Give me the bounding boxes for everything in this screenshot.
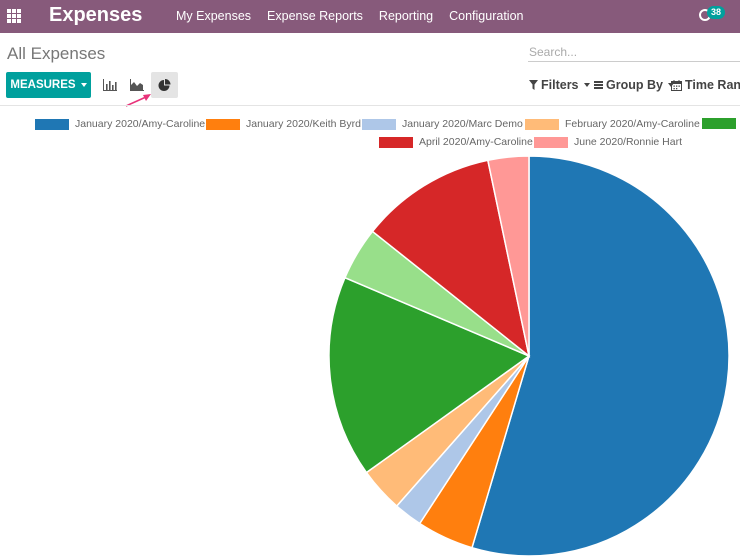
chart-legend: January 2020/Amy-Caroline January 2020/K… (0, 114, 740, 154)
legend-swatch (206, 118, 240, 130)
legend-label: June 2020/Ronnie Hart (574, 136, 682, 148)
caret-down-icon (583, 83, 590, 87)
legend-swatch (702, 118, 736, 129)
line-chart-view-button[interactable] (123, 72, 150, 98)
funnel-icon (529, 80, 538, 90)
legend-item[interactable]: January 2020/Keith Byrd (206, 118, 361, 130)
filters-button[interactable]: Filters (529, 78, 590, 92)
legend-item[interactable]: January 2020/Marc Demo (362, 118, 523, 130)
grid-icon[interactable] (7, 9, 21, 23)
timerange-label: Time Range (685, 78, 740, 92)
legend-item[interactable] (702, 118, 740, 129)
divider (0, 105, 740, 106)
legend-item[interactable]: February 2020/Amy-Caroline (525, 118, 700, 130)
legend-item[interactable]: June 2020/Ronnie Hart (534, 136, 682, 148)
legend-label: January 2020/Marc Demo (402, 118, 523, 130)
menu-my-expenses[interactable]: My Expenses (176, 9, 252, 23)
legend-label: April 2020/Amy-Caroline (419, 136, 533, 148)
bar-chart-view-button[interactable] (96, 72, 123, 98)
legend-swatch (534, 136, 568, 148)
timerange-button[interactable]: Time Range (671, 78, 740, 92)
legend-item[interactable]: January 2020/Amy-Caroline (35, 118, 205, 130)
legend-label: February 2020/Amy-Caroline (565, 118, 700, 130)
groupby-label: Group By (606, 78, 663, 92)
bar-chart-icon (102, 79, 117, 91)
pie-chart-view-button[interactable] (151, 72, 178, 98)
legend-label: January 2020/Amy-Caroline (75, 118, 206, 130)
menu-configuration[interactable]: Configuration (449, 9, 524, 23)
area-chart-icon (129, 79, 144, 91)
activity-count-badge[interactable]: 38 (707, 6, 726, 19)
legend-swatch (525, 118, 559, 130)
pie-slice-4[interactable] (328, 276, 531, 474)
legend-label: January 2020/Keith Byrd (246, 118, 361, 130)
legend-item[interactable]: April 2020/Amy-Caroline (379, 136, 533, 148)
measures-button[interactable]: MEASURES (6, 72, 91, 98)
app-title[interactable]: Expenses (49, 4, 143, 26)
search-input[interactable] (528, 42, 740, 62)
pie-slice-0[interactable] (471, 155, 730, 557)
list-icon (594, 81, 603, 89)
breadcrumb: All Expenses (7, 44, 106, 63)
pie-slice-6[interactable] (371, 159, 531, 358)
groupby-button[interactable]: Group By (594, 78, 674, 92)
legend-swatch (362, 118, 396, 130)
caret-down-icon (667, 83, 674, 87)
pie-slice-7[interactable] (486, 155, 530, 357)
caret-down-icon (80, 83, 87, 87)
legend-swatch (35, 118, 69, 130)
menu-expense-reports[interactable]: Expense Reports (267, 9, 363, 23)
pie-chart-icon (158, 78, 171, 91)
measures-label: MEASURES (10, 79, 76, 91)
pointer-arrow-icon (125, 94, 151, 107)
legend-swatch (379, 136, 413, 148)
calendar-icon (671, 79, 682, 91)
main-menu: My Expenses Expense Reports Reporting Co… (168, 0, 531, 33)
menu-reporting[interactable]: Reporting (378, 9, 434, 23)
top-navbar: Expenses My Expenses Expense Reports Rep… (0, 0, 740, 33)
filters-label: Filters (541, 78, 579, 92)
